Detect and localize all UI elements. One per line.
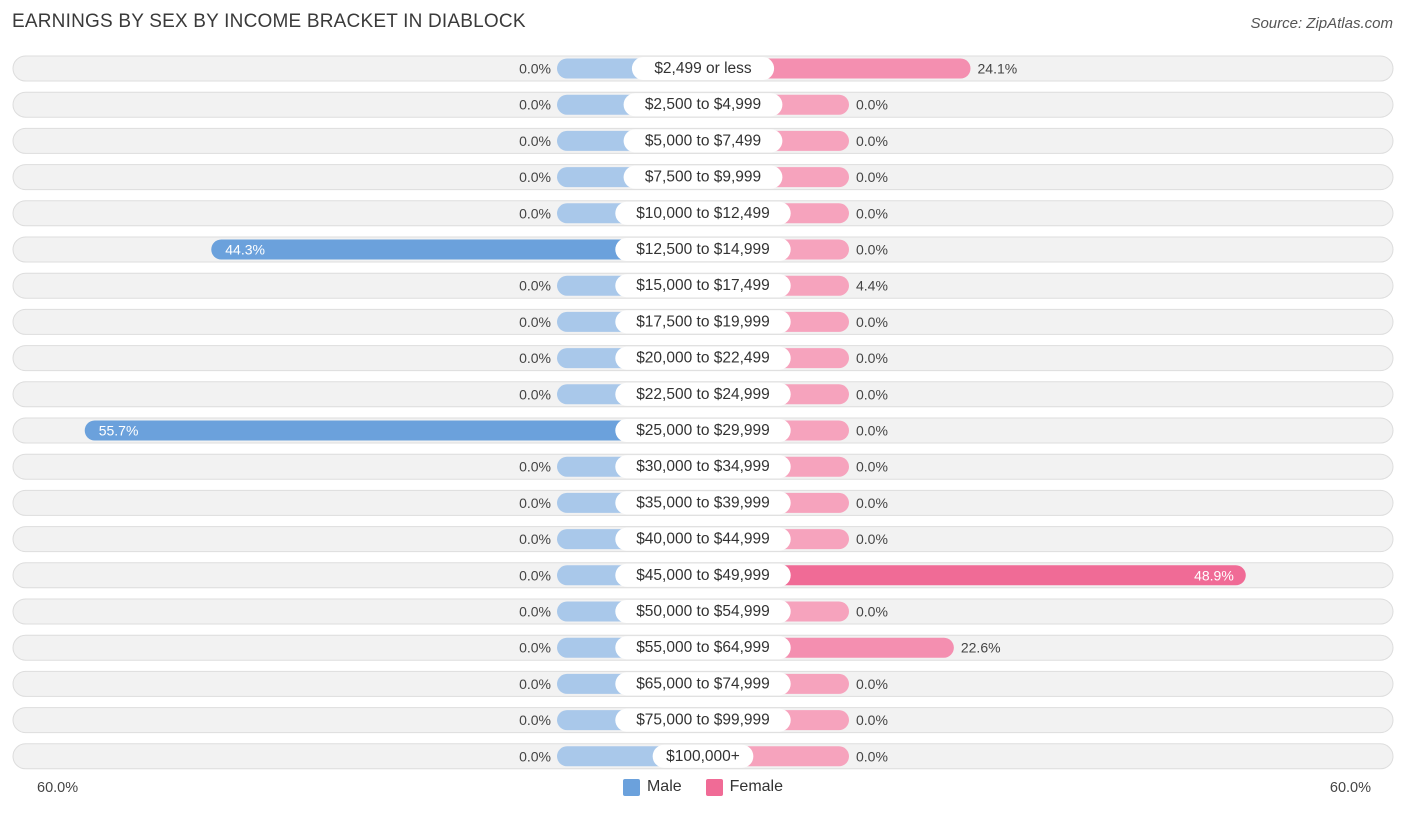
female-value-label: 0.0%: [856, 97, 888, 113]
category-label-pill: [623, 129, 783, 153]
category-label-pill: [652, 744, 754, 768]
male-value-label: 0.0%: [519, 640, 551, 656]
category-label-pill: [615, 527, 791, 551]
category-label: $65,000 to $74,999: [636, 675, 770, 692]
male-value-label: 0.0%: [519, 748, 551, 764]
female-value-label: 0.0%: [856, 604, 888, 620]
female-value-label: 24.1%: [978, 61, 1018, 77]
category-label-pill: [615, 310, 791, 334]
chart-title: EARNINGS BY SEX BY INCOME BRACKET IN DIA…: [12, 11, 526, 32]
male-value-label: 0.0%: [519, 350, 551, 366]
category-label: $12,500 to $14,999: [636, 241, 770, 258]
female-bar: [703, 565, 1246, 586]
female-value-label: 0.0%: [856, 423, 888, 439]
male-bar: [84, 420, 704, 441]
category-label-pill: [615, 201, 791, 225]
category-label-pill: [615, 672, 791, 696]
female-value-label: 0.0%: [856, 676, 888, 692]
legend-item-male: Male: [622, 778, 682, 796]
male-value-label: 0.0%: [519, 676, 551, 692]
category-label-pill: [615, 600, 791, 623]
male-value-label: 0.0%: [519, 169, 551, 185]
female-value-label: 0.0%: [856, 531, 888, 547]
female-value-label: 0.0%: [856, 495, 888, 511]
female-value-label: 0.0%: [856, 133, 888, 149]
category-label-pill: [623, 165, 783, 189]
category-label: $17,500 to $19,999: [636, 313, 770, 330]
female-value-label: 48.9%: [1194, 567, 1234, 583]
female-value-label: 0.0%: [856, 459, 888, 475]
legend: Male Female: [0, 778, 1406, 796]
legend-label-male: Male: [646, 778, 682, 795]
legend-item-female: Female: [705, 778, 784, 796]
female-value-label: 4.4%: [856, 278, 888, 294]
category-label: $2,500 to $4,999: [645, 96, 761, 113]
category-label-pill: [615, 563, 791, 587]
male-value-label: 0.0%: [519, 61, 551, 77]
male-value-label: 0.0%: [519, 97, 551, 113]
female-value-label: 0.0%: [856, 748, 888, 764]
axis-left-label: 60.0%: [37, 780, 79, 796]
male-value-label: 0.0%: [519, 314, 551, 330]
male-value-label: 0.0%: [519, 386, 551, 402]
category-label-pill: [615, 419, 791, 442]
category-label-pill: [615, 491, 791, 515]
male-value-label: 0.0%: [519, 205, 551, 221]
category-label: $25,000 to $29,999: [636, 422, 770, 439]
male-value-label: 0.0%: [519, 712, 551, 728]
category-label: $7,500 to $9,999: [645, 169, 761, 186]
legend-swatch-male: [622, 778, 640, 796]
category-label: $75,000 to $99,999: [636, 712, 770, 729]
category-label: $10,000 to $12,499: [636, 205, 770, 222]
female-value-label: 0.0%: [856, 205, 888, 221]
category-label-pill: [631, 57, 775, 80]
category-label-pill: [615, 708, 791, 732]
male-value-label: 0.0%: [519, 278, 551, 294]
category-label: $40,000 to $44,999: [636, 531, 770, 548]
category-label: $55,000 to $64,999: [636, 639, 770, 656]
female-value-label: 0.0%: [856, 386, 888, 402]
male-value-label: 55.7%: [99, 423, 139, 439]
category-label-pill: [615, 238, 791, 261]
male-value-label: 0.0%: [519, 495, 551, 511]
female-value-label: 0.0%: [856, 712, 888, 728]
female-value-label: 22.6%: [961, 640, 1001, 656]
male-value-label: 0.0%: [519, 133, 551, 149]
category-label: $22,500 to $24,999: [636, 386, 770, 403]
male-value-label: 0.0%: [519, 459, 551, 475]
male-value-label: 0.0%: [519, 531, 551, 547]
axis-right-label: 60.0%: [1329, 780, 1371, 796]
category-label: $20,000 to $22,499: [636, 350, 770, 367]
category-label: $50,000 to $54,999: [636, 603, 770, 620]
category-label-pill: [615, 346, 791, 370]
source-label: Source: ZipAtlas.com: [1250, 15, 1393, 32]
female-value-label: 0.0%: [856, 314, 888, 330]
legend-swatch-female: [705, 778, 723, 796]
category-label-pill: [615, 274, 791, 298]
category-label: $35,000 to $39,999: [636, 494, 770, 511]
male-value-label: 0.0%: [519, 604, 551, 620]
male-value-label: 0.0%: [519, 567, 551, 583]
male-value-label: 44.3%: [225, 242, 265, 258]
category-label: $5,000 to $7,499: [645, 132, 761, 149]
category-label: $100,000+: [666, 748, 740, 765]
male-bar: [211, 239, 703, 260]
category-label-pill: [615, 455, 791, 479]
category-label-pill: [615, 382, 791, 406]
category-label: $45,000 to $49,999: [636, 567, 770, 584]
category-label-pill: [623, 93, 783, 117]
category-label: $15,000 to $17,499: [636, 277, 770, 294]
category-label: $30,000 to $34,999: [636, 458, 770, 475]
category-label-pill: [615, 636, 791, 660]
female-value-label: 0.0%: [856, 350, 888, 366]
category-label: $2,499 or less: [654, 60, 752, 77]
female-value-label: 0.0%: [856, 169, 888, 185]
legend-label-female: Female: [729, 778, 784, 795]
female-value-label: 0.0%: [856, 242, 888, 258]
